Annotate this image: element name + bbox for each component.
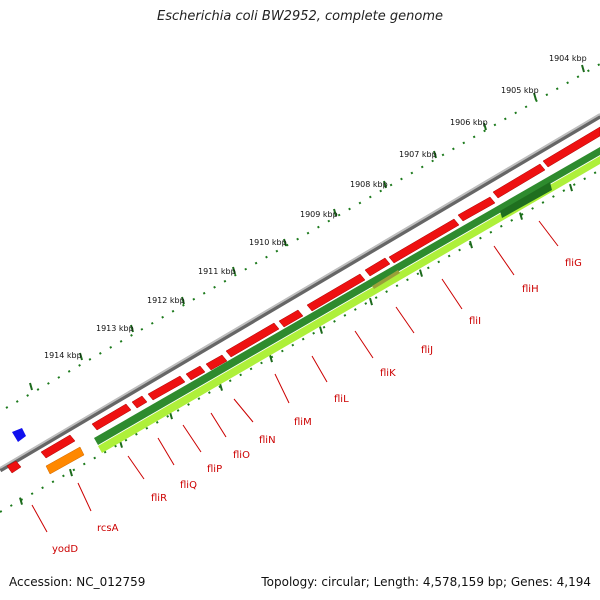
gene-leader-line — [274, 373, 290, 404]
scale-tick — [533, 92, 537, 101]
scale-tick — [469, 240, 473, 249]
kbp-label: 1908 kbp — [350, 180, 388, 189]
scale-tick — [483, 122, 487, 131]
kbp-label: 1909 kbp — [300, 210, 338, 219]
gene-label-fliQ[interactable]: fliQ — [180, 480, 197, 491]
gene-arrow — [278, 309, 304, 328]
scale-tick — [433, 150, 437, 159]
gene-block-highlight — [98, 156, 600, 453]
kbp-label: 1907 kbp — [399, 150, 437, 159]
genome-backbone — [0, 113, 600, 473]
gene-leader-line — [493, 245, 515, 276]
gene-arrow — [131, 395, 148, 409]
kbp-label: 1905 kbp — [501, 86, 539, 95]
gene-label-fliH[interactable]: fliH — [522, 284, 539, 295]
kbp-label: 1914 kbp — [44, 351, 82, 360]
gene-arrow — [388, 218, 460, 264]
scale-tick — [232, 266, 236, 275]
gene-leader-line — [157, 437, 175, 466]
map-title: Escherichia coli BW2952, complete genome — [157, 9, 443, 24]
scale-tick — [319, 326, 323, 334]
inner-scale-dots — [0, 169, 600, 513]
scale-tick — [419, 269, 423, 277]
gene-labels: fliG fliH fliI fliJ fliK fliL fliM fliN fliO fliP… — [52, 258, 582, 555]
gene-leader-line — [441, 278, 463, 310]
gene-leader-line — [127, 455, 145, 480]
gene-leaders — [31, 220, 559, 533]
scale-tick — [569, 183, 573, 192]
gene-label-fliO[interactable]: fliO — [233, 450, 250, 461]
gene-leader-line — [182, 424, 202, 453]
outer-scale-dots — [5, 63, 600, 409]
blue-feature-marker — [12, 428, 26, 442]
gene-block — [372, 270, 400, 289]
accession-text: Accession: NC_012759 — [9, 575, 146, 589]
gene-leader-line — [77, 482, 92, 512]
gene-arrow — [457, 196, 496, 222]
gene-block — [94, 147, 600, 445]
rcsA-gene — [45, 446, 85, 475]
scale-tick — [69, 468, 73, 477]
scale-tick — [219, 383, 223, 391]
scale-tick — [19, 497, 23, 505]
gene-arrow — [147, 375, 186, 401]
kbp-label: 1912 kbp — [147, 296, 185, 305]
gene-leader-line — [395, 306, 415, 334]
gene-block — [500, 182, 552, 218]
scale-tick — [581, 64, 585, 73]
gene-label-rcsA[interactable]: rcsA — [97, 523, 119, 534]
kbp-label: 1904 kbp — [549, 54, 587, 63]
scale-tick — [29, 382, 33, 391]
scale-tick — [333, 208, 337, 217]
gene-arrow — [91, 403, 132, 431]
scale-tick — [130, 324, 134, 333]
gene-leader-line — [311, 355, 328, 383]
genome-backbone-highlight — [0, 113, 600, 469]
scale-tick — [383, 180, 387, 189]
gene-label-fliJ[interactable]: fliJ — [421, 345, 433, 356]
gene-arrow — [492, 163, 546, 199]
gene-label-fliG[interactable]: fliG — [565, 258, 582, 269]
gene-label-yodD[interactable]: yodD — [52, 544, 78, 555]
reverse-strand-genes — [94, 147, 600, 453]
gene-leader-line — [354, 330, 374, 359]
gene-leader-line — [538, 220, 559, 247]
gene-arrow — [364, 257, 391, 277]
kbp-label: 1911 kbp — [198, 267, 236, 276]
kbp-label: 1913 kbp — [96, 324, 134, 333]
gene-arrow — [306, 273, 366, 312]
gene-label-fliP[interactable]: fliP — [207, 464, 222, 475]
gene-arrow — [205, 354, 228, 371]
inner-scale-ticks — [19, 183, 573, 505]
gene-arrow — [542, 126, 600, 168]
kbp-label: 1910 kbp — [249, 238, 287, 247]
gene-arrow — [185, 365, 206, 381]
gene-arrow — [6, 460, 22, 474]
gene-arrow — [40, 434, 76, 459]
forward-strand-genes — [6, 126, 600, 474]
scale-tick — [269, 354, 273, 363]
scale-tick — [369, 297, 373, 306]
scale-tick — [79, 352, 83, 361]
gene-leader-line — [233, 398, 254, 423]
gene-label-fliK[interactable]: fliK — [380, 368, 396, 379]
scale-tick — [181, 296, 185, 305]
gene-label-fliR[interactable]: fliR — [151, 493, 167, 504]
kbp-label: 1906 kbp — [450, 118, 488, 127]
topology-text: Topology: circular; Length: 4,578,159 bp… — [261, 575, 591, 589]
gene-label-fliI[interactable]: fliI — [469, 316, 481, 327]
outer-scale-ticks — [29, 64, 585, 391]
gene-leader-line — [31, 504, 48, 533]
gene-label-fliN[interactable]: fliN — [259, 435, 276, 446]
scale-tick — [519, 212, 523, 220]
gene-label-fliM[interactable]: fliM — [294, 417, 312, 428]
gene-arrow — [225, 322, 280, 358]
kbp-labels: 1904 kbp 1905 kbp 1906 kbp 1907 kbp 1908 kbp… — [44, 54, 587, 360]
scale-tick — [283, 238, 287, 247]
gene-leader-line — [210, 412, 227, 438]
gene-label-fliL[interactable]: fliL — [334, 394, 349, 405]
